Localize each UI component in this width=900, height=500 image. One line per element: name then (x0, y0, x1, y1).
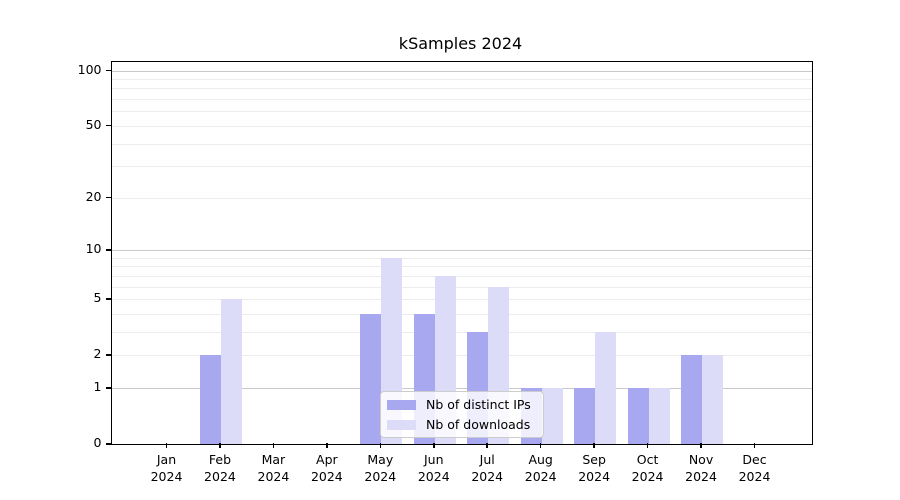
gridline-minor (111, 313, 812, 315)
y-tick-mark (105, 196, 111, 199)
bar-distinct-ips-Feb (199, 355, 221, 444)
chart-title: kSamples 2024 (398, 34, 523, 53)
x-tick-label-Feb: Feb 2024 (204, 452, 236, 484)
x-tick-label-Jul: Jul 2024 (471, 452, 504, 484)
gridline-minor (111, 275, 812, 277)
legend-swatch-distinct-ips (387, 399, 416, 410)
bar-distinct-ips-Sep (574, 387, 596, 444)
gridline-minor (111, 266, 812, 268)
y-tick-mark (105, 248, 111, 251)
legend-item-downloads: Nb of downloads (387, 417, 537, 432)
y-tick-mark (105, 443, 111, 445)
y-tick-mark (105, 298, 111, 300)
x-tick-mark (593, 443, 595, 448)
bar-distinct-ips-May (360, 313, 382, 444)
x-tick-mark (379, 443, 382, 448)
gridline-minor (111, 286, 812, 288)
y-tick-label: 5 (93, 290, 102, 306)
gridline-minor (111, 166, 812, 168)
y-tick-label: 50 (85, 116, 102, 132)
gridline-minor (111, 331, 812, 333)
y-tick-mark (105, 69, 111, 72)
gridline-minor (111, 125, 812, 127)
y-tick-label: 1 (93, 378, 102, 394)
x-tick-mark (753, 443, 756, 448)
legend-label-downloads: Nb of downloads (426, 417, 531, 432)
bar-downloads-Nov (702, 355, 724, 444)
bar-distinct-ips-Oct (627, 387, 649, 444)
x-tick-mark (486, 443, 489, 448)
gridline-minor (111, 143, 812, 145)
bar-downloads-Aug (541, 387, 563, 444)
x-tick-label-Jan: Jan 2024 (150, 452, 183, 484)
bar-downloads-Feb (220, 299, 242, 444)
x-tick-mark (165, 443, 168, 448)
y-tick-mark (105, 124, 111, 127)
x-tick-label-Nov: Nov 2024 (685, 452, 717, 484)
x-tick-label-Mar: Mar 2024 (257, 452, 290, 484)
x-tick-mark (646, 443, 649, 448)
gridline-minor (111, 88, 812, 90)
x-tick-label-Dec: Dec 2024 (738, 452, 771, 484)
bar-downloads-Sep (595, 331, 617, 444)
gridline-minor (111, 111, 812, 113)
gridline-major (111, 249, 812, 252)
legend: Nb of distinct IPs Nb of downloads (380, 391, 544, 438)
bar-downloads-Oct (648, 387, 670, 444)
gridline-minor (111, 79, 812, 81)
plot-area (110, 60, 813, 445)
x-tick-label-Apr: Apr 2024 (310, 452, 343, 484)
x-tick-mark (326, 443, 328, 448)
y-tick-label: 10 (85, 240, 102, 256)
x-tick-label-Sep: Sep 2024 (578, 452, 611, 484)
gridline-major (111, 70, 812, 72)
gridline-minor (111, 257, 812, 259)
bar-distinct-ips-Nov (681, 355, 703, 444)
y-tick-label: 0 (93, 435, 102, 450)
y-tick-label: 100 (77, 61, 102, 77)
x-tick-label-Aug: Aug 2024 (524, 452, 557, 484)
x-tick-mark (700, 443, 702, 448)
gridline-minor (111, 197, 812, 199)
x-tick-mark (539, 443, 542, 448)
x-tick-mark (219, 443, 221, 448)
legend-label-distinct-ips: Nb of distinct IPs (426, 397, 531, 412)
gridline-minor (111, 299, 812, 301)
y-tick-label: 20 (85, 188, 102, 204)
gridline-minor (111, 99, 812, 101)
legend-item-distinct-ips: Nb of distinct IPs (387, 397, 537, 412)
y-tick-label: 2 (93, 346, 102, 362)
x-tick-label-Oct: Oct 2024 (631, 452, 664, 484)
legend-swatch-downloads (387, 419, 416, 430)
x-tick-mark (272, 443, 275, 448)
y-tick-mark (105, 386, 111, 389)
x-tick-label-Jun: Jun 2024 (417, 452, 450, 484)
x-tick-label-May: May 2024 (364, 452, 397, 484)
y-tick-mark (105, 354, 111, 356)
x-tick-mark (432, 443, 435, 448)
